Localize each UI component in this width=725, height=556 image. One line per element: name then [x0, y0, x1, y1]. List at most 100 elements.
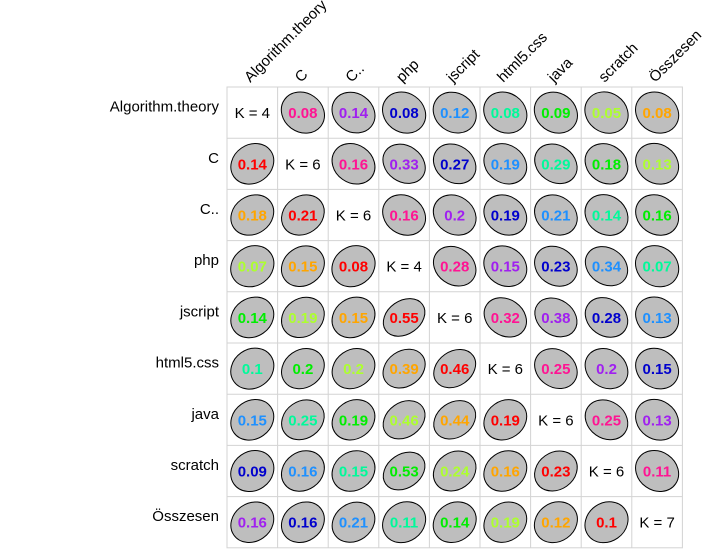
correlation-value-label: 0.1 [596, 515, 617, 532]
correlation-ellipse [382, 451, 426, 491]
correlation-value-label: 0.19 [339, 412, 368, 429]
row-label: C.. [200, 201, 219, 218]
correlation-ellipse [331, 501, 376, 543]
correlation-ellipse [432, 450, 477, 492]
correlation-value-label: 0.25 [541, 361, 570, 378]
correlation-value-label: 0.2 [444, 208, 465, 225]
correlation-value-label: 0.46 [440, 361, 469, 378]
correlation-ellipse [483, 91, 528, 134]
correlation-value-label: 0.44 [440, 412, 470, 429]
correlation-value-label: 0.16 [339, 156, 368, 173]
diagonal-label: K = 6 [589, 464, 624, 481]
diagonal-label: K = 4 [235, 105, 270, 122]
diagonal-label: K = 6 [437, 310, 472, 327]
correlation-ellipse [230, 501, 275, 543]
correlation-ellipse [483, 297, 527, 338]
column-label: php [393, 56, 423, 86]
correlation-ellipse [230, 347, 275, 390]
correlation-ellipse [534, 297, 578, 338]
column-label: scratch [595, 40, 641, 86]
correlation-value-label: 0.55 [389, 310, 418, 327]
correlation-value-label: 0.34 [592, 259, 622, 276]
correlation-value-label: 0.2 [596, 361, 617, 378]
correlation-value-label: 0.07 [642, 259, 671, 276]
correlation-value-label: 0.19 [491, 156, 520, 173]
correlation-value-label: 0.14 [592, 208, 622, 225]
correlation-ellipse [230, 245, 275, 288]
correlation-ellipse [584, 297, 629, 338]
correlation-value-label: 0.16 [389, 208, 418, 225]
correlation-ellipse [281, 348, 325, 390]
column-label: Algorithm.theory [241, 0, 331, 86]
correlation-value-label: 0.33 [389, 156, 418, 173]
correlation-ellipse [331, 348, 376, 390]
correlation-ellipse [281, 296, 325, 339]
correlation-value-label: 0.21 [339, 515, 368, 532]
correlation-value-label: 0.11 [390, 515, 418, 532]
diagonal-label: K = 4 [386, 259, 421, 276]
correlation-value-label: 0.38 [541, 310, 570, 327]
correlation-ellipse [584, 91, 629, 134]
column-label: C [292, 66, 312, 86]
correlation-value-label: 0.16 [491, 464, 520, 481]
correlation-value-label: 0.16 [642, 208, 671, 225]
correlation-value-label: 0.23 [541, 464, 570, 481]
correlation-value-label: 0.19 [491, 208, 520, 225]
correlation-ellipse [433, 348, 477, 389]
correlation-value-label: 0.25 [592, 412, 621, 429]
correlation-value-label: 0.28 [440, 259, 469, 276]
diagonal-label: K = 6 [285, 156, 320, 173]
correlation-value-label: 0.53 [389, 464, 418, 481]
correlation-ellipse [230, 194, 275, 236]
correlation-ellipse [230, 142, 275, 185]
correlation-ellipse [533, 501, 578, 544]
correlation-ellipse [280, 450, 325, 492]
correlation-ellipse [331, 450, 376, 492]
correlation-ellipse [432, 245, 477, 287]
correlation-ellipse [635, 398, 680, 441]
correlation-value-label: 0.19 [288, 310, 317, 327]
correlation-ellipse [331, 245, 376, 288]
correlation-value-label: 0.15 [491, 259, 520, 276]
correlation-value-label: 0.18 [592, 156, 621, 173]
correlation-value-label: 0.15 [288, 259, 317, 276]
correlation-ellipse [382, 143, 426, 184]
column-label: html5.css [494, 29, 551, 86]
correlation-value-label: 0.14 [339, 105, 369, 122]
correlation-ellipse [635, 296, 680, 339]
correlation-ellipse [281, 194, 325, 236]
correlation-ellipse [534, 348, 578, 390]
correlation-value-label: 0.28 [592, 310, 621, 327]
correlation-ellipse [635, 91, 680, 134]
correlation-ellipse [483, 194, 528, 236]
correlation-value-label: 0.25 [288, 412, 317, 429]
correlation-ellipse [281, 399, 325, 441]
correlation-ellipse [584, 194, 629, 236]
correlation-value-label: 0.08 [389, 105, 418, 122]
correlation-value-label: 0.13 [642, 156, 671, 173]
correlation-ellipse [534, 245, 578, 287]
column-label: jscript [443, 46, 484, 87]
correlation-value-label: 0.1 [242, 361, 263, 378]
correlation-ellipse [432, 91, 477, 134]
correlation-value-label: 0.08 [642, 105, 671, 122]
correlation-ellipse [280, 501, 325, 543]
diagonal-label: K = 6 [488, 361, 523, 378]
correlation-ellipse [584, 143, 629, 185]
correlation-ellipse [433, 400, 477, 440]
correlation-value-label: 0.29 [541, 156, 570, 173]
correlation-value-label: 0.13 [642, 412, 671, 429]
correlation-value-label: 0.11 [643, 464, 671, 481]
row-label: jscript [179, 303, 220, 320]
row-label: C [208, 150, 219, 167]
correlation-ellipse [230, 296, 275, 339]
correlation-ellipse [533, 91, 578, 134]
correlation-ellipse [584, 399, 629, 441]
correlation-value-label: 0.09 [238, 464, 267, 481]
correlation-ellipse [483, 245, 528, 287]
correlation-ellipse [534, 194, 578, 236]
correlation-ellipse [280, 91, 325, 134]
correlation-value-label: 0.46 [389, 412, 418, 429]
correlation-value-label: 0.16 [288, 464, 317, 481]
